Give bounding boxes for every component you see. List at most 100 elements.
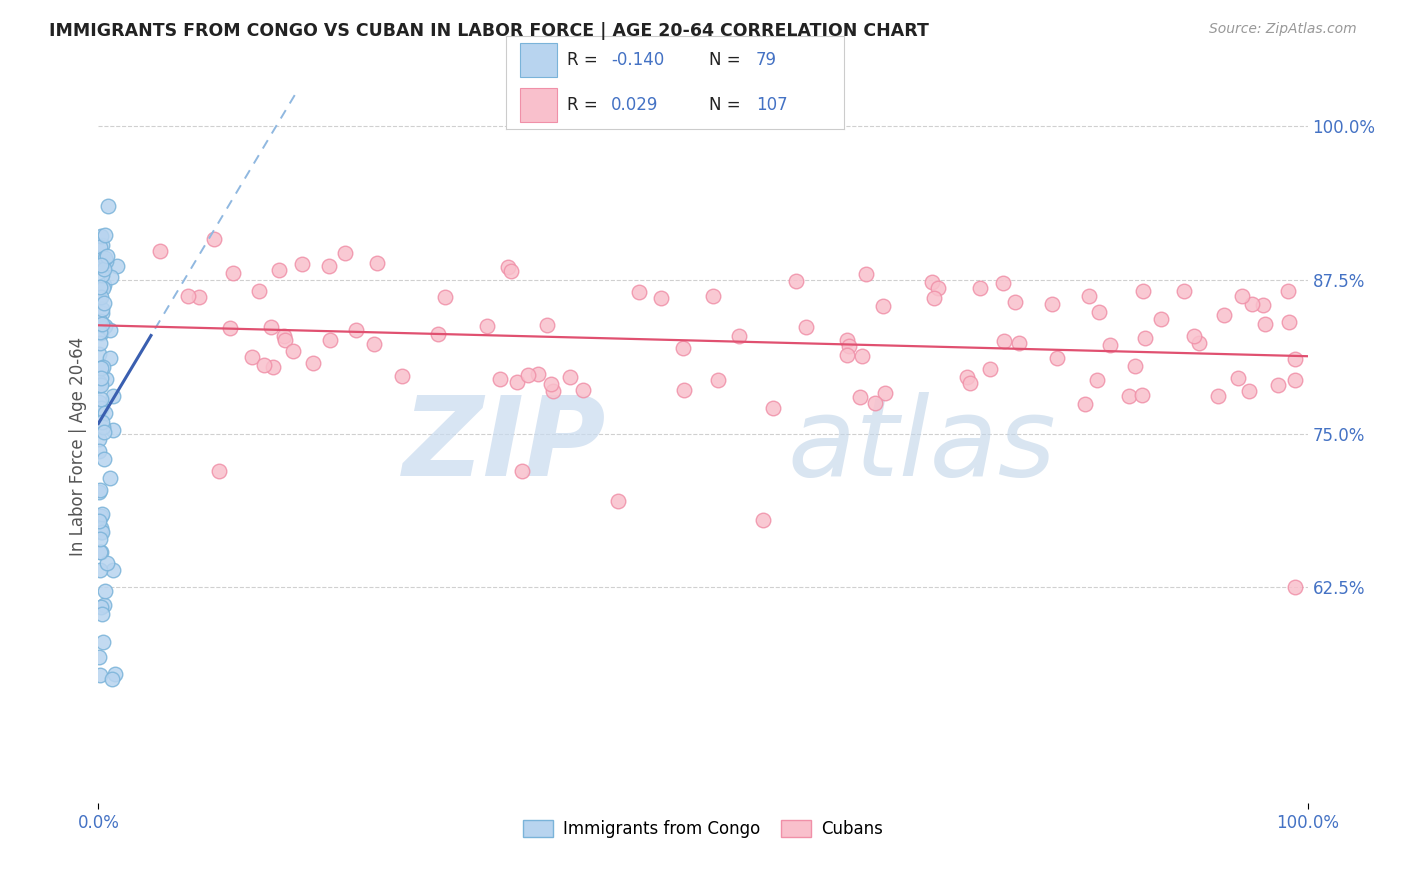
Point bbox=[1123, 359, 1146, 374]
Point bbox=[794, 319, 817, 334]
Point bbox=[187, 290, 209, 304]
Point bbox=[90, 228, 112, 243]
Point bbox=[105, 259, 128, 273]
Point bbox=[93, 277, 115, 292]
Point bbox=[91, 255, 114, 269]
Point bbox=[1099, 337, 1122, 351]
Point bbox=[291, 257, 314, 271]
Point bbox=[89, 544, 111, 558]
Point bbox=[1132, 388, 1154, 402]
Point bbox=[993, 276, 1015, 290]
Point bbox=[363, 337, 385, 351]
Point bbox=[98, 471, 121, 485]
Point bbox=[851, 350, 873, 364]
Point bbox=[274, 333, 297, 347]
Point bbox=[93, 319, 115, 334]
Point bbox=[98, 323, 121, 337]
Point bbox=[90, 377, 112, 392]
Legend: Immigrants from Congo, Cubans: Immigrants from Congo, Cubans bbox=[517, 813, 889, 845]
Point bbox=[87, 394, 110, 409]
Point bbox=[90, 520, 112, 534]
Point bbox=[540, 377, 562, 392]
Point bbox=[1213, 308, 1236, 322]
Point bbox=[560, 369, 582, 384]
Point bbox=[221, 266, 243, 280]
Point bbox=[1173, 285, 1195, 299]
Point bbox=[90, 545, 112, 559]
Point bbox=[96, 254, 118, 268]
Text: 79: 79 bbox=[756, 51, 778, 69]
Point bbox=[979, 361, 1001, 376]
Y-axis label: In Labor Force | Age 20-64: In Labor Force | Age 20-64 bbox=[69, 336, 87, 556]
Point bbox=[90, 509, 112, 524]
Point bbox=[87, 346, 110, 360]
Point bbox=[1284, 351, 1306, 366]
Point bbox=[1267, 377, 1289, 392]
Point bbox=[89, 280, 111, 294]
Point bbox=[1150, 312, 1173, 326]
Point bbox=[90, 306, 112, 320]
Text: atlas: atlas bbox=[787, 392, 1056, 500]
Point bbox=[872, 299, 894, 313]
Point bbox=[89, 378, 111, 392]
Text: R =: R = bbox=[567, 51, 603, 69]
Point bbox=[319, 333, 342, 347]
Point bbox=[1206, 389, 1229, 403]
Point bbox=[260, 319, 283, 334]
Point bbox=[1230, 288, 1253, 302]
Point bbox=[87, 317, 110, 331]
Point bbox=[202, 232, 225, 246]
Point bbox=[93, 296, 115, 310]
Point bbox=[1284, 373, 1306, 387]
Point bbox=[873, 386, 896, 401]
Point bbox=[1008, 336, 1031, 351]
Point bbox=[1074, 397, 1097, 411]
Point bbox=[922, 291, 945, 305]
Point bbox=[90, 255, 112, 269]
Point bbox=[496, 260, 519, 274]
Point bbox=[499, 264, 522, 278]
Point bbox=[240, 350, 263, 364]
Point bbox=[541, 384, 564, 398]
Point bbox=[959, 376, 981, 390]
Point bbox=[91, 268, 114, 282]
Point bbox=[702, 289, 724, 303]
Point bbox=[90, 392, 112, 406]
Point bbox=[993, 334, 1015, 348]
Point bbox=[96, 556, 118, 570]
Point bbox=[761, 401, 783, 416]
Text: N =: N = bbox=[709, 96, 745, 114]
Point bbox=[90, 524, 112, 539]
Point bbox=[90, 258, 112, 272]
Point bbox=[1284, 581, 1306, 595]
Point bbox=[672, 341, 695, 355]
Point bbox=[707, 373, 730, 387]
Point bbox=[1278, 315, 1301, 329]
Point bbox=[87, 484, 110, 499]
Point bbox=[1254, 317, 1277, 331]
Point bbox=[1237, 384, 1260, 398]
Point bbox=[91, 252, 114, 266]
Point bbox=[628, 285, 651, 299]
Point bbox=[838, 338, 860, 352]
Point bbox=[89, 533, 111, 547]
Point bbox=[94, 371, 117, 385]
Point bbox=[1277, 285, 1299, 299]
Point bbox=[100, 269, 122, 284]
Point bbox=[835, 333, 858, 347]
Point bbox=[318, 259, 340, 273]
Point bbox=[96, 199, 118, 213]
Point bbox=[177, 289, 200, 303]
Point bbox=[94, 583, 117, 598]
Point bbox=[1118, 389, 1140, 403]
Point bbox=[969, 281, 991, 295]
Point bbox=[607, 494, 630, 508]
Point bbox=[835, 348, 858, 362]
Point bbox=[91, 359, 114, 374]
Text: IMMIGRANTS FROM CONGO VS CUBAN IN LABOR FORCE | AGE 20-64 CORRELATION CHART: IMMIGRANTS FROM CONGO VS CUBAN IN LABOR … bbox=[49, 22, 929, 40]
Bar bbox=[520, 88, 557, 122]
Point bbox=[273, 328, 295, 343]
Point bbox=[90, 238, 112, 252]
Point bbox=[87, 443, 110, 458]
Text: ZIP: ZIP bbox=[402, 392, 606, 500]
